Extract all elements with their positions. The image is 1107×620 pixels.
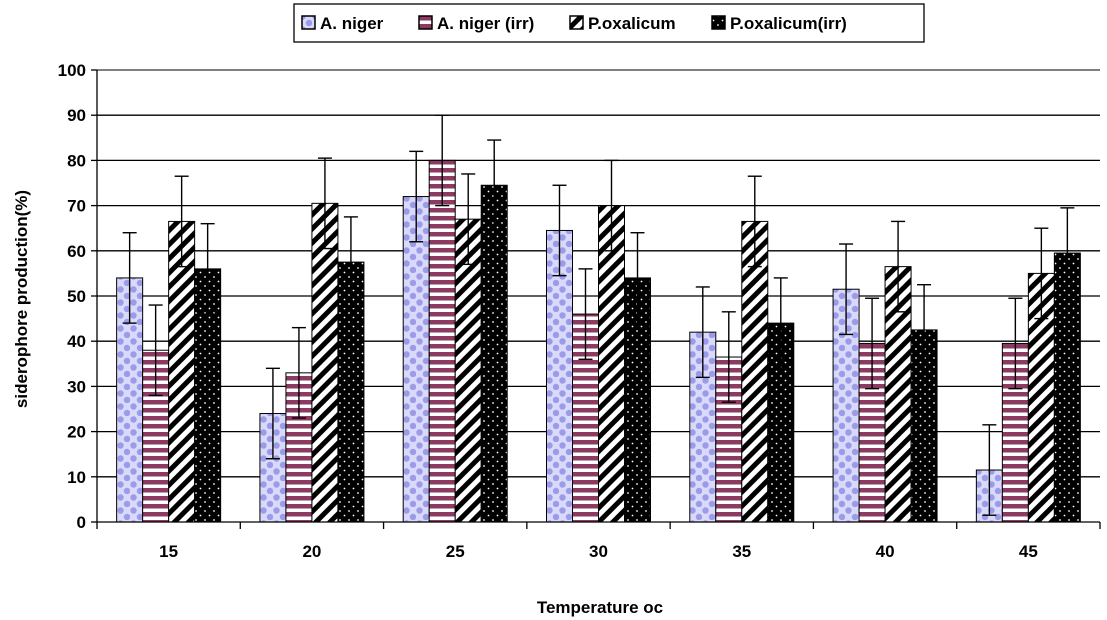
y-tick-label: 70 [67, 197, 86, 216]
bar-a-niger-irr-25 [428, 159, 456, 523]
legend-swatch [418, 15, 433, 30]
bar-a-niger-25 [402, 196, 430, 523]
x-tick-label: 30 [589, 542, 608, 561]
y-tick-label: 0 [77, 513, 86, 532]
legend-swatch [301, 15, 316, 30]
legend: A. niger A. niger (irr) P.oxalicum P.oxalic… [293, 3, 925, 43]
y-tick-label: 40 [67, 332, 86, 351]
bar-p-oxalicum-30 [598, 205, 625, 523]
legend-entry: P.oxalicum [588, 14, 676, 33]
y-tick-label: 30 [67, 377, 86, 396]
axes: 0 10 20 30 40 50 60 70 80 90 100 15 20 25 30 35 40 45 [58, 61, 1101, 561]
y-tick-label: 50 [67, 287, 86, 306]
y-tick-label: 100 [58, 61, 86, 80]
y-tick-label: 10 [67, 468, 86, 487]
legend-box [293, 3, 925, 43]
x-axis-title: Temperature oc [537, 598, 663, 617]
legend-entry: P.oxalicum(irr) [730, 14, 847, 33]
x-tick-label: 20 [302, 542, 321, 561]
x-tick-label: 15 [159, 542, 178, 561]
y-axis-title: siderophore production(%) [12, 190, 31, 408]
y-tick-label: 20 [67, 423, 86, 442]
legend-swatch [711, 15, 726, 30]
x-tick-label: 25 [446, 542, 465, 561]
error-bars [122, 114, 1075, 516]
legend-swatch [569, 15, 584, 30]
x-tick-label: 40 [876, 542, 895, 561]
x-tick-label: 35 [732, 542, 751, 561]
y-tick-label: 80 [67, 151, 86, 170]
x-tick-label: 45 [1019, 542, 1038, 561]
legend-entry: A. niger [320, 14, 384, 33]
bar-p-oxalicum-irr-25 [480, 184, 508, 523]
y-tick-label: 60 [67, 242, 86, 261]
bar-p-oxalicum-20 [311, 202, 339, 523]
y-tick-label: 90 [67, 106, 86, 125]
legend-entry: A. niger (irr) [437, 14, 534, 33]
bar-a-niger-30 [546, 229, 573, 523]
